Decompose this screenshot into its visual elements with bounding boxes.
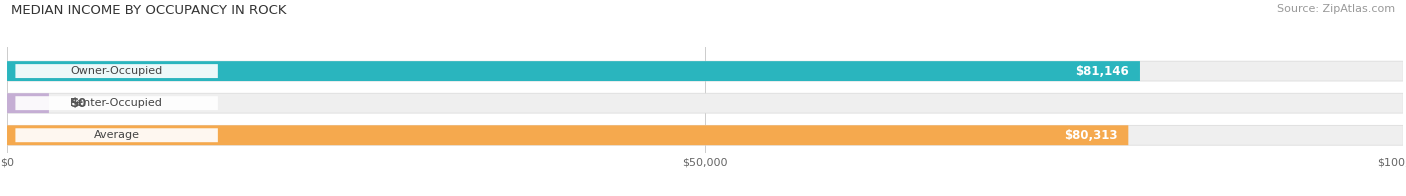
Text: MEDIAN INCOME BY OCCUPANCY IN ROCK: MEDIAN INCOME BY OCCUPANCY IN ROCK [11,4,287,17]
Text: $0: $0 [70,97,86,110]
FancyBboxPatch shape [15,64,218,78]
FancyBboxPatch shape [7,93,1403,113]
FancyBboxPatch shape [7,125,1129,145]
FancyBboxPatch shape [7,61,1403,81]
FancyBboxPatch shape [7,125,1403,145]
FancyBboxPatch shape [7,61,1140,81]
Text: Owner-Occupied: Owner-Occupied [70,66,163,76]
FancyBboxPatch shape [7,93,49,113]
FancyBboxPatch shape [15,128,218,142]
Text: Source: ZipAtlas.com: Source: ZipAtlas.com [1277,4,1395,14]
Text: Renter-Occupied: Renter-Occupied [70,98,163,108]
Text: Average: Average [94,130,139,140]
Text: $81,146: $81,146 [1076,65,1129,78]
Text: $80,313: $80,313 [1064,129,1118,142]
FancyBboxPatch shape [15,96,218,110]
